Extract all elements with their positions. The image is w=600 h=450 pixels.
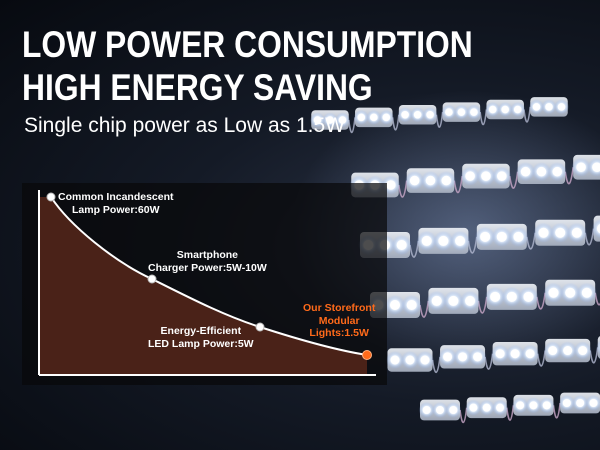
label-incandescent-line2: Lamp Power:60W	[72, 203, 160, 216]
marker-smartphone	[147, 274, 157, 284]
label-incandescent-line1: Common Incandescent	[58, 191, 174, 203]
label-smartphone-line2: Charger Power:5W-10W	[148, 261, 267, 274]
label-energy-efficient-led: Energy-Efficient LED Lamp Power:5W	[148, 325, 254, 350]
subtitle: Single chip power as Low as 1.5W	[24, 114, 345, 137]
marker-storefront	[362, 350, 372, 360]
power-curve-line	[50, 196, 368, 356]
data-point-markers	[46, 192, 372, 360]
marker-led-lamp	[255, 322, 265, 332]
label-storefront-line1: Our Storefront	[303, 302, 376, 314]
led-modules	[310, 97, 600, 421]
marker-incandescent	[46, 192, 56, 202]
label-smartphone-charger: Smartphone Charger Power:5W-10W	[148, 249, 267, 274]
label-storefront-line2: Modular	[318, 314, 360, 327]
label-led-line1: Energy-Efficient	[160, 325, 242, 337]
curve-area-fill	[39, 197, 367, 375]
headline-line-2: HIGH ENERGY SAVING	[22, 67, 373, 108]
label-smartphone-line1: Smartphone	[176, 249, 239, 261]
headline-line-1: LOW POWER CONSUMPTION	[22, 24, 473, 65]
label-incandescent-lamp: Common Incandescent Lamp Power:60W	[58, 191, 174, 216]
label-storefront-line3: Lights:1.5W	[309, 327, 369, 339]
label-led-line2: LED Lamp Power:5W	[148, 337, 254, 350]
label-storefront-modular-lights: Our Storefront Modular Lights:1.5W	[303, 302, 375, 340]
